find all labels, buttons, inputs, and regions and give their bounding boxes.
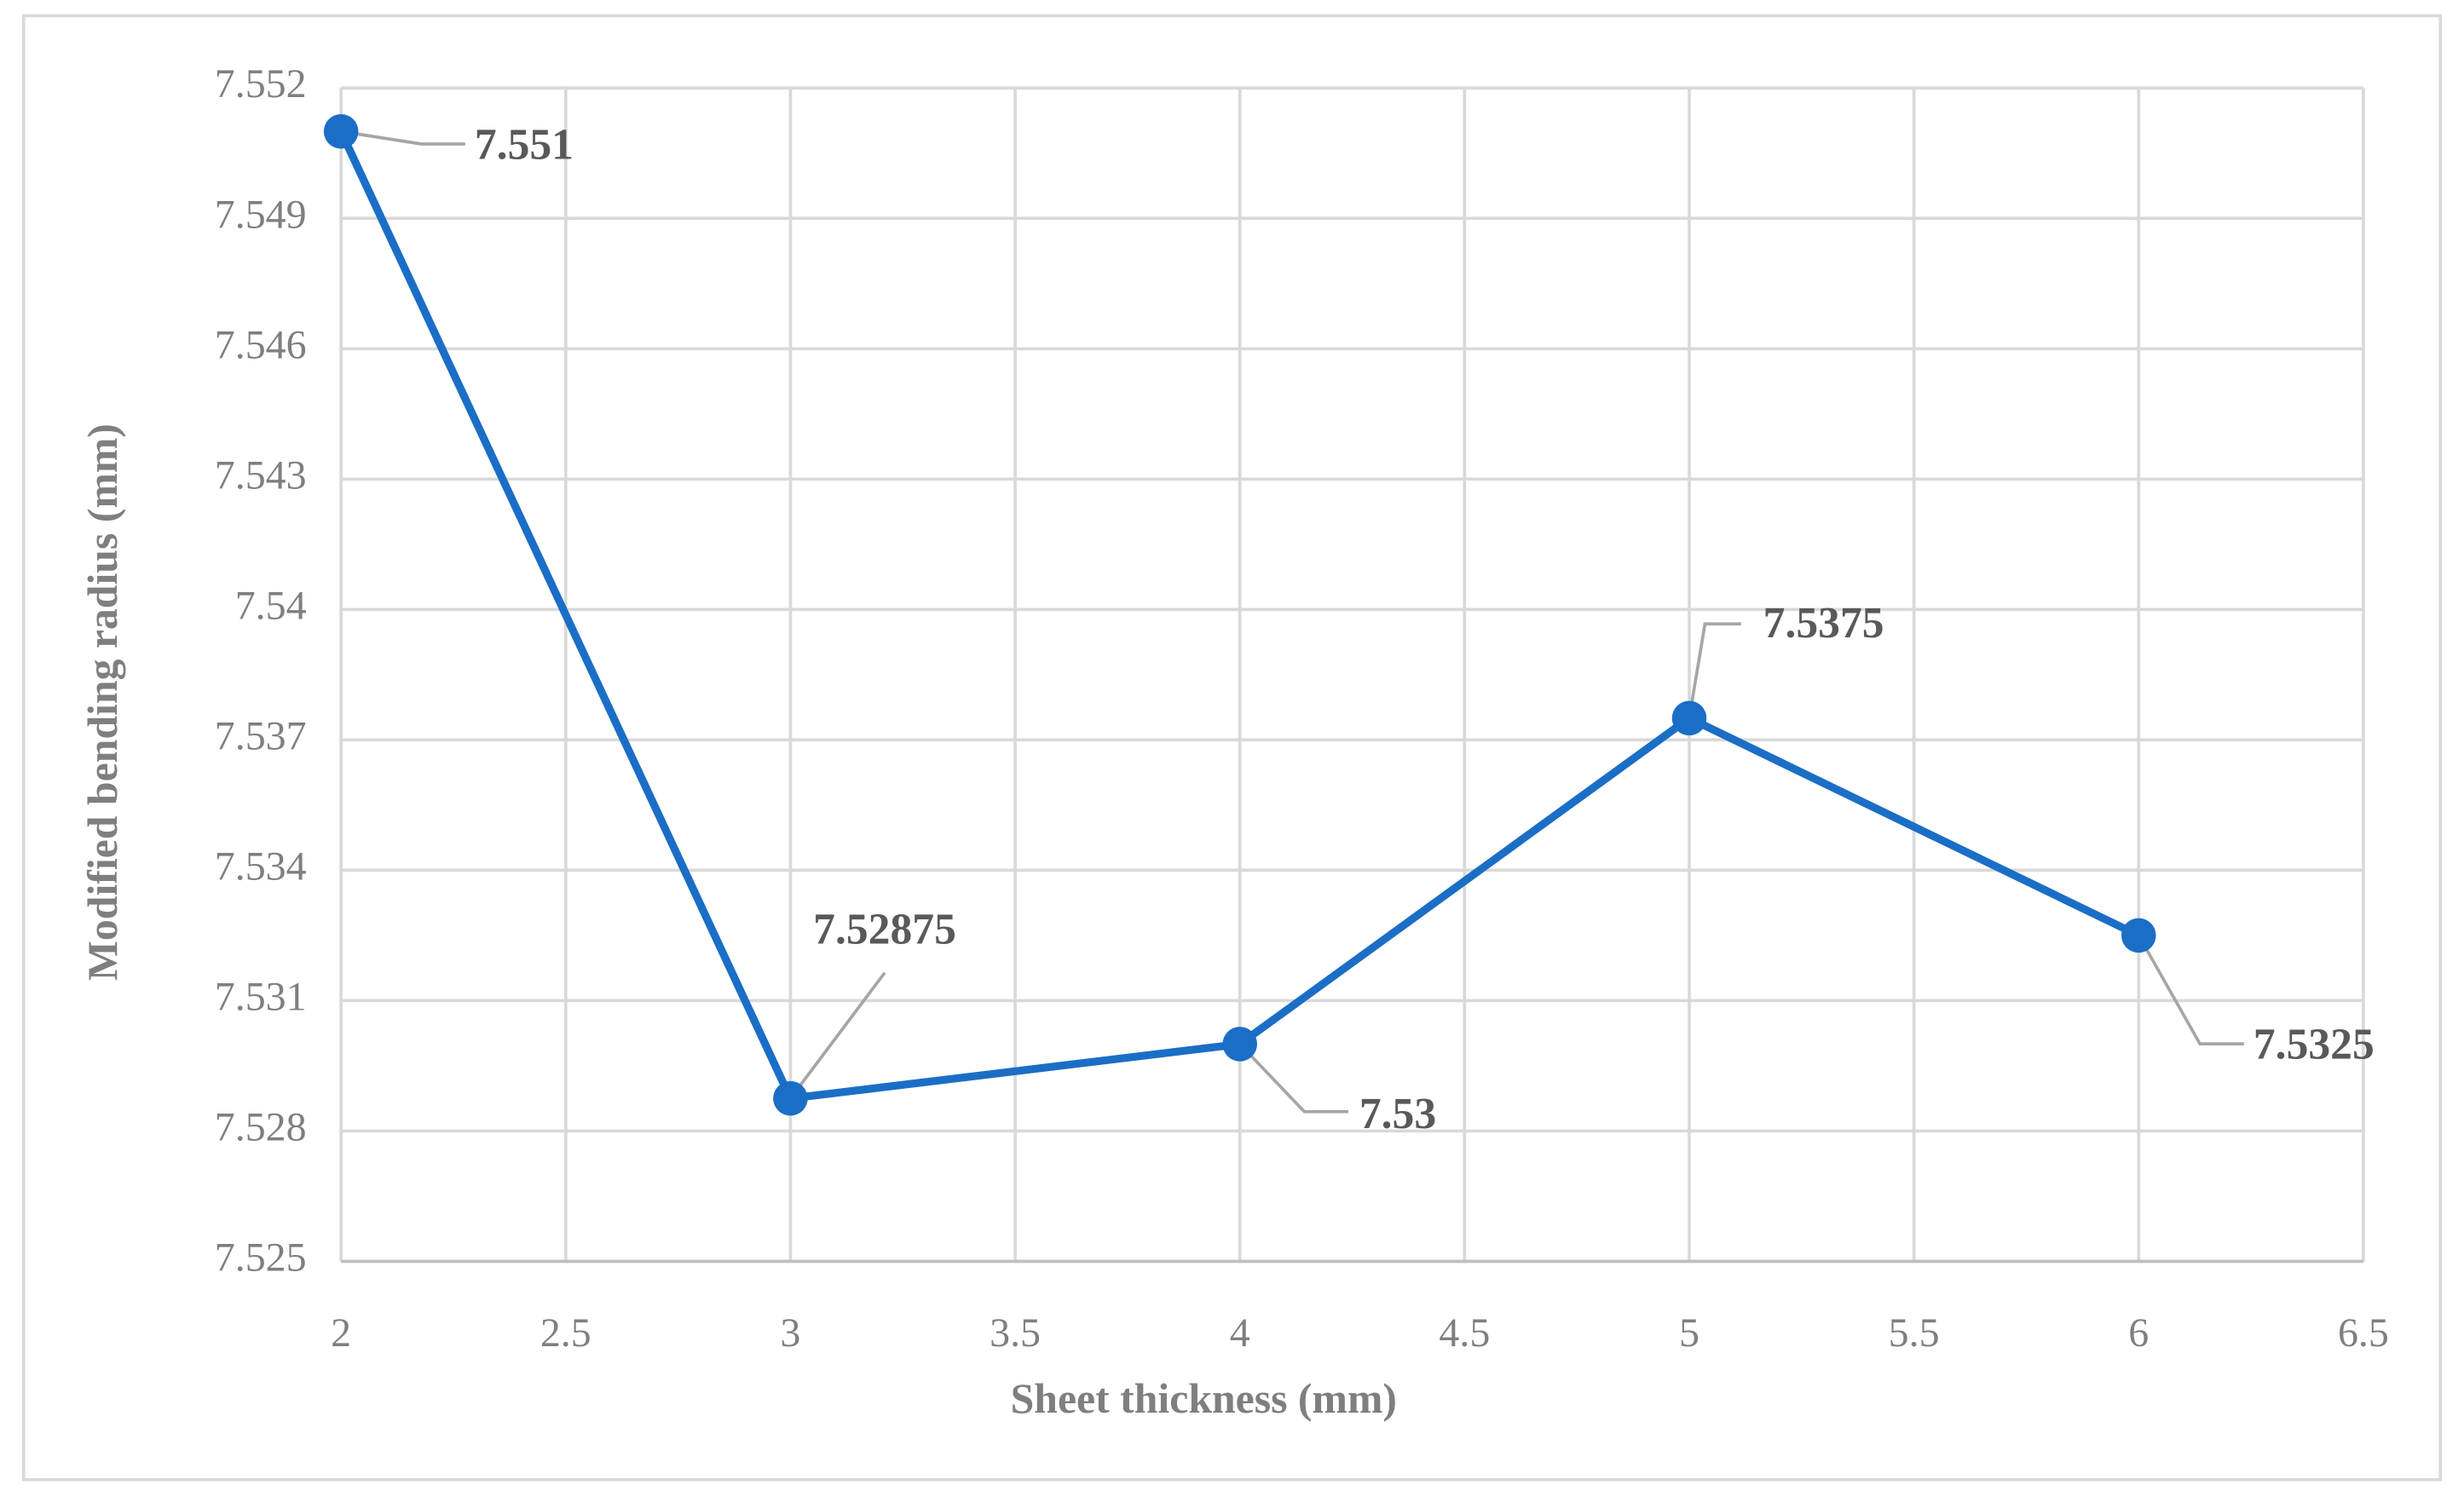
y-tick-label: 7.534 bbox=[215, 844, 307, 889]
x-tick-label: 4 bbox=[1230, 1310, 1250, 1356]
x-tick-label: 3 bbox=[780, 1310, 800, 1356]
leader-line bbox=[1688, 622, 1741, 719]
x-tick-label: 2.5 bbox=[540, 1310, 591, 1356]
y-tick-label: 7.525 bbox=[215, 1235, 307, 1280]
y-tick-label: 7.549 bbox=[215, 192, 307, 237]
x-tick-label: 2 bbox=[331, 1310, 351, 1356]
y-tick-label: 7.543 bbox=[215, 452, 307, 498]
data-label: 7.5325 bbox=[2253, 1020, 2375, 1068]
data-point bbox=[2121, 918, 2156, 953]
data-label: 7.53 bbox=[1359, 1090, 1436, 1138]
leader-line bbox=[1238, 1043, 1348, 1114]
y-tick-label: 7.54 bbox=[235, 583, 307, 628]
data-label: 7.5375 bbox=[1763, 599, 1884, 648]
x-tick-label: 6 bbox=[2128, 1310, 2149, 1356]
x-tick-label: 6.5 bbox=[2338, 1310, 2389, 1356]
x-axis-title: Sheet thickness (mm) bbox=[1011, 1375, 1397, 1422]
y-tick-label: 7.537 bbox=[215, 713, 307, 758]
y-tick-label: 7.552 bbox=[215, 61, 307, 107]
leader-line bbox=[788, 971, 886, 1100]
x-tick-label: 3.5 bbox=[990, 1310, 1041, 1356]
y-tick-label: 7.546 bbox=[215, 322, 307, 367]
data-label: 7.551 bbox=[475, 120, 574, 169]
y-tick-label: 7.531 bbox=[215, 974, 307, 1019]
leader-line bbox=[2137, 934, 2244, 1045]
y-axis-title: Modified bending radius (mm) bbox=[79, 423, 126, 981]
data-point bbox=[323, 113, 359, 149]
x-tick-label: 5.5 bbox=[1889, 1310, 1940, 1356]
x-tick-label: 4.5 bbox=[1439, 1310, 1490, 1356]
data-label: 7.52875 bbox=[813, 905, 956, 953]
data-point bbox=[1671, 700, 1707, 736]
x-tick-label: 5 bbox=[1679, 1310, 1699, 1356]
chart-border bbox=[21, 14, 2443, 1482]
y-tick-label: 7.528 bbox=[215, 1104, 307, 1149]
leader-line bbox=[340, 130, 465, 146]
data-point bbox=[773, 1080, 808, 1116]
data-point bbox=[1222, 1027, 1257, 1062]
